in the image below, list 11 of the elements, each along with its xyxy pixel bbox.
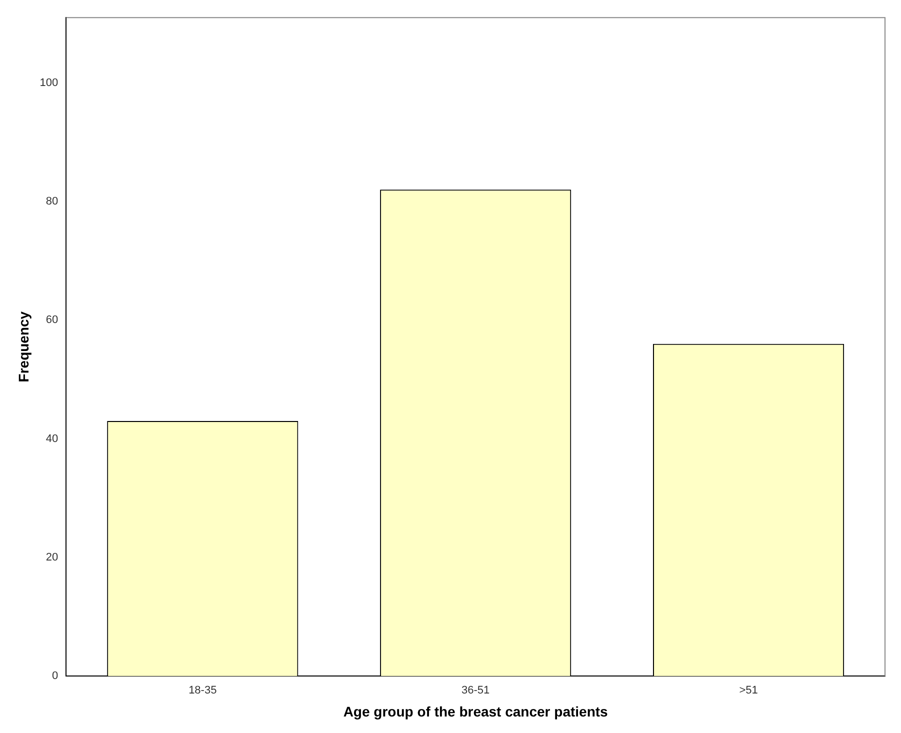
x-tick-label: 18-35: [188, 684, 217, 697]
x-tick-label: 36-51: [462, 684, 490, 697]
y-tick-label: 80: [46, 196, 58, 208]
x-axis-title: Age group of the breast cancer patients: [343, 703, 608, 720]
y-tick-label: 100: [40, 76, 58, 89]
x-tick-label: >51: [739, 684, 758, 697]
y-tick-label: 0: [52, 670, 58, 682]
y-tick-label: 40: [46, 432, 58, 445]
y-axis-title: Frequency: [15, 311, 32, 382]
y-tick-label: 20: [46, 551, 58, 564]
y-tick-label: 60: [46, 314, 58, 326]
